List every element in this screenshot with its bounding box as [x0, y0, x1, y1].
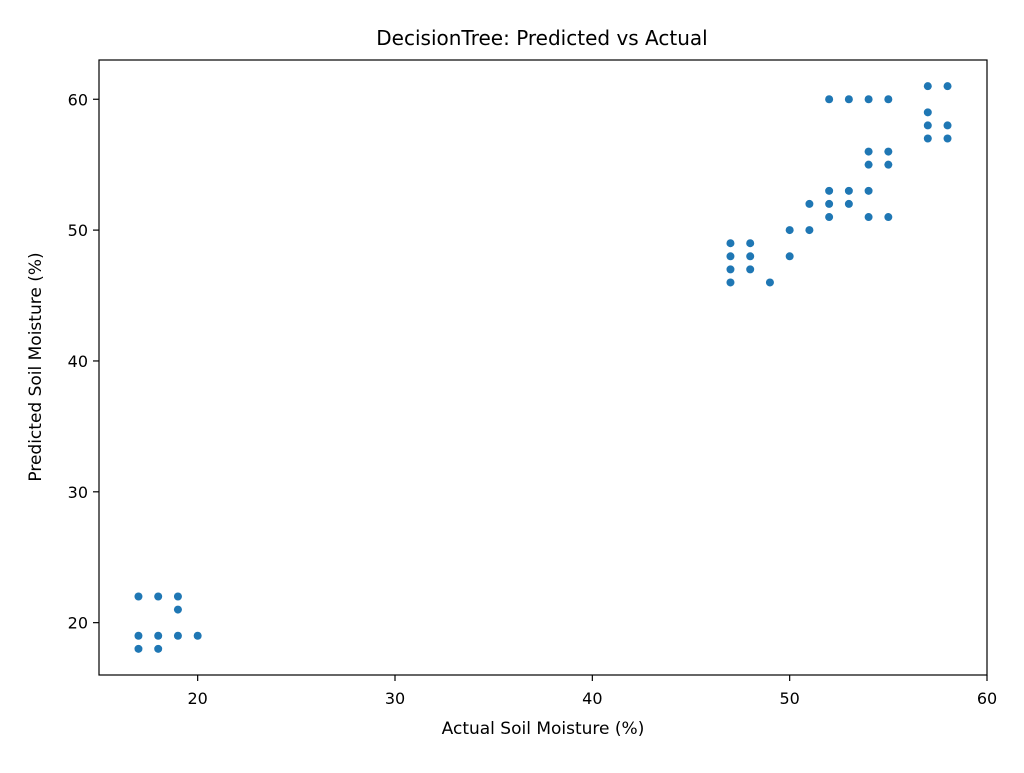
y-tick-label: 50 [68, 221, 88, 240]
y-tick-label: 40 [68, 352, 88, 371]
data-point [805, 199, 814, 208]
data-point [785, 226, 794, 235]
data-point [825, 213, 834, 222]
data-point [864, 213, 873, 222]
data-point [173, 592, 182, 601]
data-point [825, 186, 834, 195]
data-point [884, 147, 893, 156]
data-point [825, 199, 834, 208]
data-point [884, 160, 893, 169]
data-point [943, 134, 952, 143]
data-point [154, 631, 163, 640]
data-point [785, 252, 794, 261]
data-point [844, 95, 853, 104]
x-axis-label: Actual Soil Moisture (%) [442, 719, 645, 739]
data-point [805, 226, 814, 235]
x-tick-label: 30 [385, 689, 405, 708]
data-point [134, 644, 143, 653]
data-point [134, 631, 143, 640]
data-point [746, 239, 755, 248]
data-point [193, 631, 202, 640]
y-tick-label: 30 [68, 483, 88, 502]
data-point [864, 95, 873, 104]
data-point [943, 82, 952, 91]
data-point [923, 121, 932, 130]
x-tick-label: 20 [187, 689, 207, 708]
x-tick-label: 40 [582, 689, 602, 708]
y-axis-ticks: 20 30 40 50 60 [68, 90, 99, 633]
data-point [746, 265, 755, 274]
y-axis-label: Predicted Soil Moisture (%) [26, 252, 46, 481]
data-point [154, 592, 163, 601]
data-point [923, 108, 932, 117]
data-point [864, 147, 873, 156]
data-point [844, 199, 853, 208]
x-axis-ticks: 20 30 40 50 60 [187, 675, 997, 708]
data-point [884, 213, 893, 222]
chart-title: DecisionTree: Predicted vs Actual [376, 26, 707, 50]
points-layer [134, 82, 952, 653]
y-tick-label: 60 [68, 90, 88, 109]
data-point [864, 186, 873, 195]
data-point [173, 631, 182, 640]
plot-area-frame [98, 59, 988, 676]
data-point [134, 592, 143, 601]
data-point [154, 644, 163, 653]
data-point [884, 95, 893, 104]
x-tick-label: 60 [977, 689, 997, 708]
x-tick-label: 50 [779, 689, 799, 708]
data-point [864, 160, 873, 169]
data-point [923, 134, 932, 143]
data-point [726, 239, 735, 248]
data-point [765, 278, 774, 287]
data-point [726, 252, 735, 261]
data-point [844, 186, 853, 195]
data-point [726, 278, 735, 287]
data-point [746, 252, 755, 261]
data-point [173, 605, 182, 614]
y-tick-label: 20 [68, 614, 88, 633]
data-point [943, 121, 952, 130]
data-point [825, 95, 834, 104]
data-point [923, 82, 932, 91]
data-point [726, 265, 735, 274]
